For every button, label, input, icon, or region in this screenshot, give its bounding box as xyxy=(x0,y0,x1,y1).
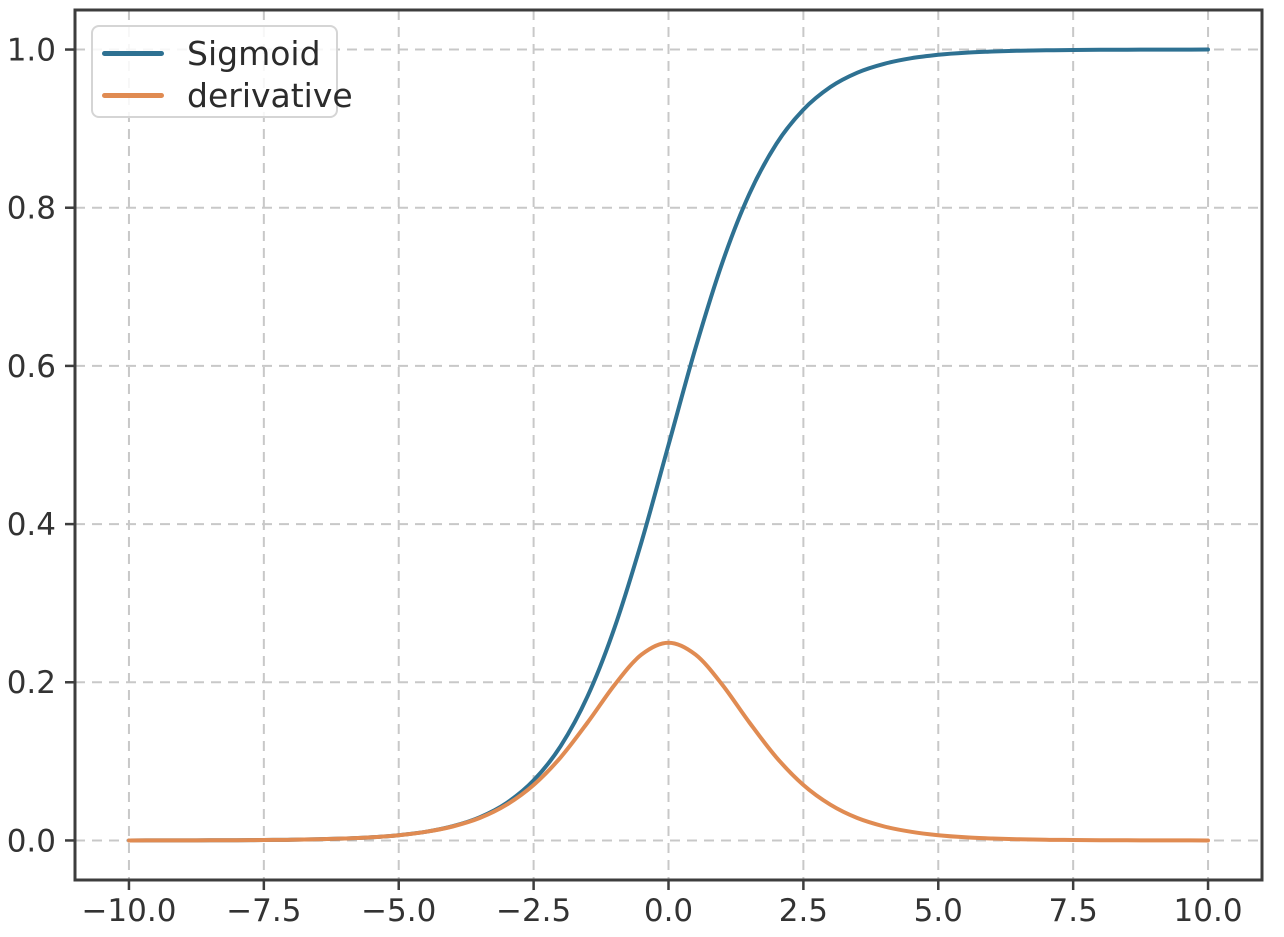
y-tick-label: 0.0 xyxy=(7,823,56,859)
sigmoid-line-sample xyxy=(102,50,164,56)
y-tick-label: 1.0 xyxy=(7,32,56,68)
y-tick-label: 0.2 xyxy=(7,665,56,701)
y-tick-label: 0.4 xyxy=(7,507,56,543)
legend: Sigmoid derivative xyxy=(91,25,353,118)
x-tick-label: 2.5 xyxy=(779,893,828,929)
y-tick-label: 0.6 xyxy=(7,349,56,385)
x-tick-label: 5.0 xyxy=(914,893,963,929)
x-tick-label: −10.0 xyxy=(81,893,176,929)
x-tick-label: 0.0 xyxy=(644,893,693,929)
legend-label-sigmoid: Sigmoid xyxy=(187,33,321,73)
x-tick-label: −2.5 xyxy=(496,893,571,929)
legend-item-derivative: derivative xyxy=(102,74,353,116)
x-tick-label: −5.0 xyxy=(361,893,436,929)
legend-label-derivative: derivative xyxy=(187,75,353,115)
y-tick-label: 0.8 xyxy=(7,191,56,227)
x-tick-label: 7.5 xyxy=(1049,893,1098,929)
derivative-line-sample xyxy=(102,92,164,98)
legend-item-sigmoid: Sigmoid xyxy=(102,32,336,74)
x-tick-label: 10.0 xyxy=(1174,893,1243,929)
derivative-curve xyxy=(127,640,1210,843)
x-tick-label: −7.5 xyxy=(226,893,301,929)
